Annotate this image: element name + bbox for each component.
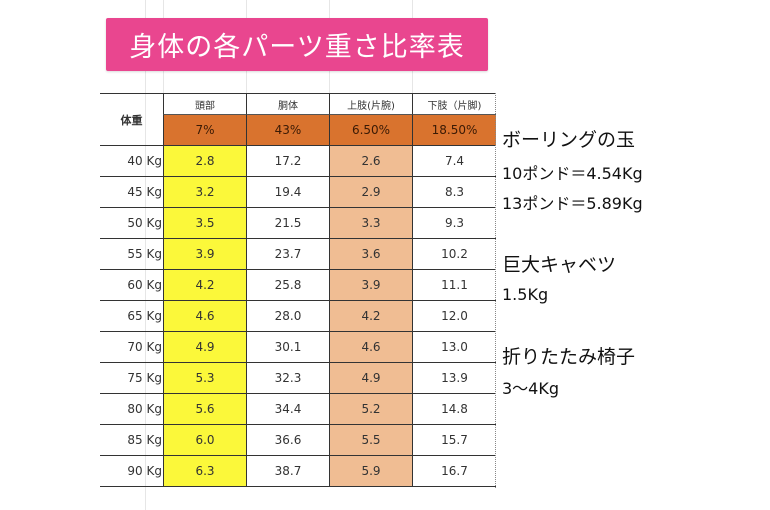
weight-cell: 90 Kg xyxy=(127,464,162,478)
weight-cell: 85 Kg xyxy=(127,433,162,447)
lower-limb-cell: 13.9 xyxy=(412,363,496,393)
column-header-row: 頭部 胴体 上肢(片腕) 下肢（片脚) xyxy=(100,93,496,115)
table-row: 75 Kg 5.3 32.3 4.9 13.9 xyxy=(100,363,496,394)
lower-limb-cell: 14.8 xyxy=(412,394,496,424)
gridline xyxy=(145,0,146,510)
lower-limb-cell: 13.0 xyxy=(412,332,496,362)
head-cell: 4.2 xyxy=(163,270,246,300)
head-cell: 4.9 xyxy=(163,332,246,362)
torso-cell: 23.7 xyxy=(246,239,329,269)
head-cell: 6.3 xyxy=(163,456,246,486)
head-cell: 5.6 xyxy=(163,394,246,424)
torso-cell: 34.4 xyxy=(246,394,329,424)
weight-cell: 45 Kg xyxy=(127,185,162,199)
table-row: 60 Kg 4.2 25.8 3.9 11.1 xyxy=(100,270,496,301)
upper-limb-cell: 3.6 xyxy=(329,239,412,269)
head-cell: 6.0 xyxy=(163,425,246,455)
head-cell: 3.9 xyxy=(163,239,246,269)
note-line: 10ポンド＝4.54Kg xyxy=(502,164,643,183)
head-cell: 3.2 xyxy=(163,177,246,207)
upper-limb-cell: 3.9 xyxy=(329,270,412,300)
upper-limb-cell: 4.9 xyxy=(329,363,412,393)
note-title-bowling-ball: ボーリングの玉 xyxy=(502,129,636,151)
lower-limb-cell: 7.4 xyxy=(412,146,496,176)
page-title: 身体の各パーツ重さ比率表 xyxy=(106,18,488,71)
table-row: 65 Kg 4.6 28.0 4.2 12.0 xyxy=(100,301,496,332)
torso-cell: 17.2 xyxy=(246,146,329,176)
percent-torso: 43% xyxy=(246,115,329,145)
note-title-cabbage: 巨大キャベツ xyxy=(502,254,617,276)
torso-cell: 32.3 xyxy=(246,363,329,393)
table-row: 40 Kg 2.8 17.2 2.6 7.4 xyxy=(100,146,496,177)
column-header-upper-limb: 上肢(片腕) xyxy=(329,94,412,115)
head-cell: 3.5 xyxy=(163,208,246,238)
lower-limb-cell: 8.3 xyxy=(412,177,496,207)
column-header-torso: 胴体 xyxy=(246,94,329,115)
note-line: 3〜4Kg xyxy=(502,379,560,398)
percent-lower-limb: 18.50% xyxy=(412,115,496,145)
weight-header: 体重 xyxy=(120,113,143,127)
upper-limb-cell: 3.3 xyxy=(329,208,412,238)
upper-limb-cell: 2.9 xyxy=(329,177,412,207)
head-cell: 4.6 xyxy=(163,301,246,331)
head-cell: 5.3 xyxy=(163,363,246,393)
torso-cell: 19.4 xyxy=(246,177,329,207)
weight-cell: 70 Kg xyxy=(127,340,162,354)
torso-cell: 36.6 xyxy=(246,425,329,455)
weight-cell: 55 Kg xyxy=(127,247,162,261)
upper-limb-cell: 5.9 xyxy=(329,456,412,486)
weight-cell: 80 Kg xyxy=(127,402,162,416)
note-line: 1.5Kg xyxy=(502,285,549,304)
percent-head: 7% xyxy=(163,115,246,145)
torso-cell: 28.0 xyxy=(246,301,329,331)
upper-limb-cell: 4.6 xyxy=(329,332,412,362)
lower-limb-cell: 11.1 xyxy=(412,270,496,300)
upper-limb-cell: 4.2 xyxy=(329,301,412,331)
lower-limb-cell: 10.2 xyxy=(412,239,496,269)
table-row: 90 Kg 6.3 38.7 5.9 16.7 xyxy=(100,456,496,487)
table-row: 55 Kg 3.9 23.7 3.6 10.2 xyxy=(100,239,496,270)
percent-upper-limb: 6.50% xyxy=(329,115,412,145)
column-header-lower-limb: 下肢（片脚) xyxy=(412,94,496,115)
torso-cell: 38.7 xyxy=(246,456,329,486)
torso-cell: 25.8 xyxy=(246,270,329,300)
upper-limb-cell: 2.6 xyxy=(329,146,412,176)
lower-limb-cell: 15.7 xyxy=(412,425,496,455)
weight-cell: 40 Kg xyxy=(127,154,162,168)
weight-cell: 65 Kg xyxy=(127,309,162,323)
weight-cell: 75 Kg xyxy=(127,371,162,385)
table-row: 70 Kg 4.9 30.1 4.6 13.0 xyxy=(100,332,496,363)
table-row: 80 Kg 5.6 34.4 5.2 14.8 xyxy=(100,394,496,425)
upper-limb-cell: 5.5 xyxy=(329,425,412,455)
head-cell: 2.8 xyxy=(163,146,246,176)
torso-cell: 30.1 xyxy=(246,332,329,362)
lower-limb-cell: 16.7 xyxy=(412,456,496,486)
table-row: 45 Kg 3.2 19.4 2.9 8.3 xyxy=(100,177,496,208)
weight-cell: 50 Kg xyxy=(127,216,162,230)
lower-limb-cell: 12.0 xyxy=(412,301,496,331)
column-header-head: 頭部 xyxy=(163,94,246,115)
upper-limb-cell: 5.2 xyxy=(329,394,412,424)
table-row: 85 Kg 6.0 36.6 5.5 15.7 xyxy=(100,425,496,456)
weight-ratio-table: 体重 頭部 胴体 上肢(片腕) 下肢（片脚) 7% 43% 6.50% 18.5… xyxy=(100,93,496,487)
lower-limb-cell: 9.3 xyxy=(412,208,496,238)
torso-cell: 21.5 xyxy=(246,208,329,238)
table-row: 50 Kg 3.5 21.5 3.3 9.3 xyxy=(100,208,496,239)
weight-cell: 60 Kg xyxy=(127,278,162,292)
note-title-folding-chair: 折りたたみ椅子 xyxy=(502,346,636,368)
percent-row: 7% 43% 6.50% 18.50% xyxy=(100,115,496,146)
note-line: 13ポンド＝5.89Kg xyxy=(502,194,643,213)
table-right-border xyxy=(495,93,496,488)
